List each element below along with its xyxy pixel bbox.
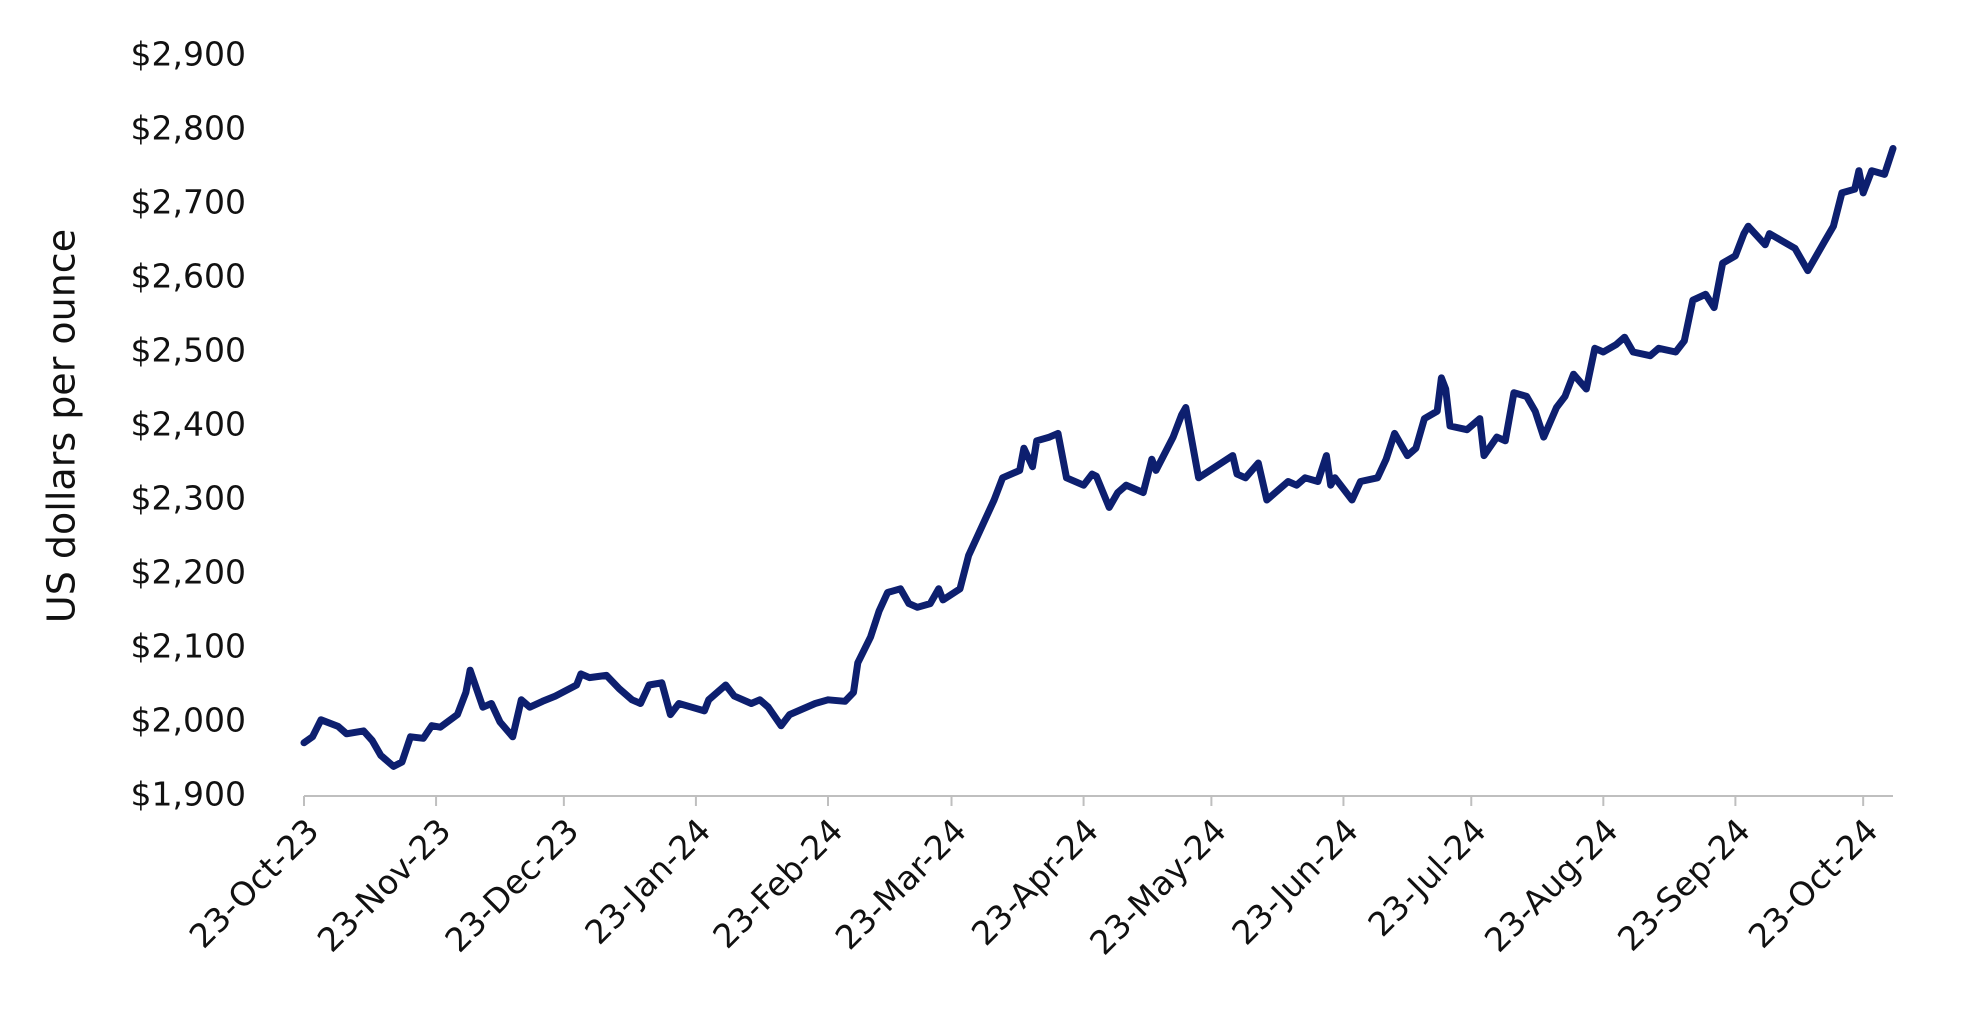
y-tick-label: $2,200 [131,553,246,592]
y-tick-label: $2,300 [131,479,246,518]
y-tick-label: $1,900 [131,775,246,814]
x-tick-label: 23-Sep-24 [1610,811,1758,959]
x-tick-label: 23-Oct-24 [1741,811,1886,956]
x-tick-label: 23-Jul-24 [1360,811,1493,944]
y-tick-label: $2,700 [131,183,246,222]
y-tick-label: $2,600 [131,257,246,296]
x-tick-label: 23-Nov-23 [310,811,459,960]
x-tick-label: 23-Aug-24 [1477,811,1626,960]
x-tick-label: 23-May-24 [1082,811,1234,963]
y-tick-label: $2,800 [131,109,246,148]
x-tick-label: 23-Jun-24 [1224,811,1366,953]
y-tick-label: $2,000 [131,701,246,740]
x-tick-label: 23-Oct-23 [182,811,327,956]
y-tick-label: $2,900 [131,35,246,74]
y-axis-title: US dollars per ounce [40,229,84,623]
price-line [300,145,1897,770]
y-tick-label: $2,100 [131,627,246,666]
y-tick-label: $2,400 [131,405,246,444]
x-tick-label: 23-Feb-24 [705,811,850,956]
x-tick-label: 23-Dec-23 [437,811,586,960]
x-tick-label: 23-Mar-24 [828,811,974,957]
x-tick-label: 23-Jan-24 [577,811,718,952]
y-tick-label: $2,500 [131,331,246,370]
